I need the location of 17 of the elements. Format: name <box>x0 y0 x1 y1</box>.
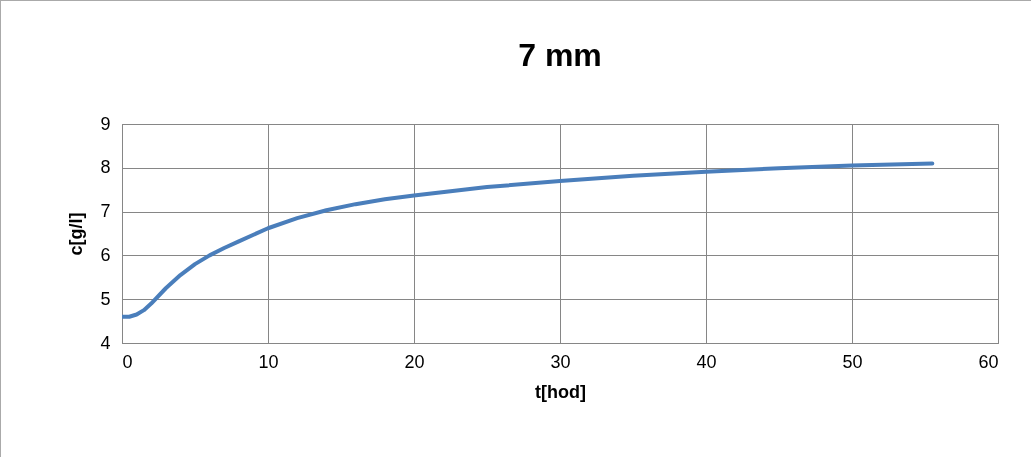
x-tick-label: 40 <box>696 351 717 372</box>
x-tick-label: 20 <box>404 351 425 372</box>
x-tick-label: 10 <box>258 351 279 372</box>
x-axis-title: t[hod] <box>535 381 586 402</box>
x-tick-label: 50 <box>842 351 863 372</box>
y-tick-label: 8 <box>100 157 111 178</box>
y-tick-label: 5 <box>100 288 111 309</box>
y-tick-label: 4 <box>100 332 111 353</box>
y-tick-label: 9 <box>100 113 111 134</box>
chart-title: 7 mm <box>518 37 602 73</box>
y-tick-label: 6 <box>100 244 111 265</box>
line-series <box>122 161 935 319</box>
y-axis-title: c[g/l] <box>66 212 87 256</box>
x-tick-label: 30 <box>550 351 571 372</box>
x-tick-label: 0 <box>122 351 133 372</box>
x-tick-label: 60 <box>978 351 999 372</box>
y-tick-label: 7 <box>100 201 111 222</box>
